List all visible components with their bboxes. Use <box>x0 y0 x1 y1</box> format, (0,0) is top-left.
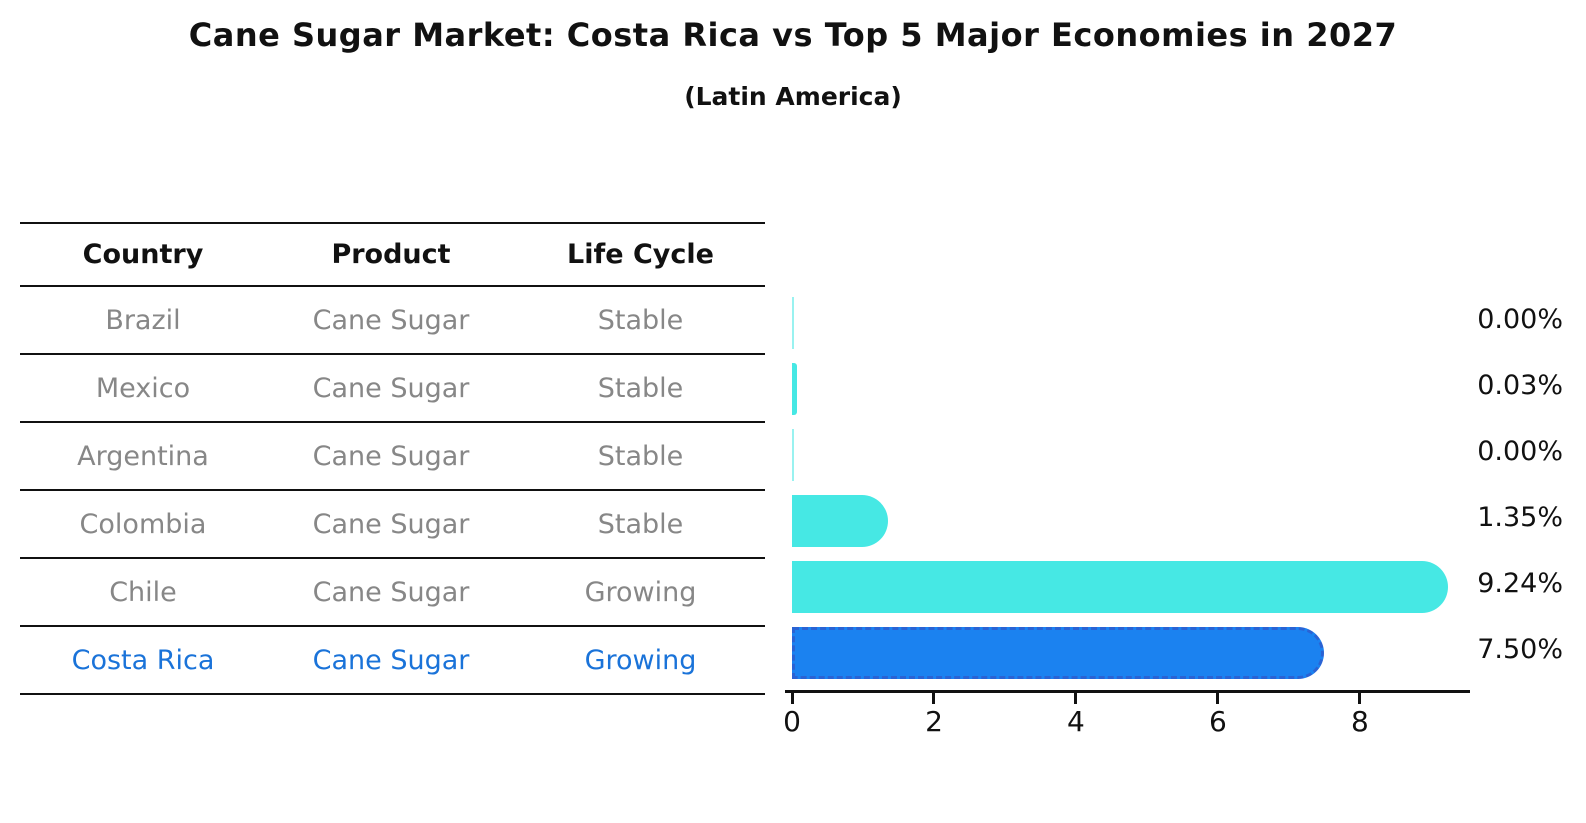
table-row: Mexico Cane Sugar Stable <box>20 355 765 423</box>
x-tick-mark <box>1074 693 1078 704</box>
cell-country: Mexico <box>95 372 191 404</box>
cell-product: Cane Sugar <box>312 576 470 608</box>
bar-plot: 0 2 4 6 8 <box>783 285 1470 738</box>
value-label-mexico: 0.03% <box>1477 370 1563 401</box>
chart-subtitle: (Latin America) <box>684 82 902 111</box>
table-header-row: Country Product Life Cycle <box>20 222 765 287</box>
cell-country: Colombia <box>79 508 207 540</box>
x-tick-mark <box>1358 693 1362 704</box>
country-table: Country Product Life Cycle Brazil Cane S… <box>20 222 765 695</box>
table-row: Chile Cane Sugar Growing <box>20 559 765 627</box>
value-label-chile: 9.24% <box>1477 568 1563 599</box>
cell-country: Argentina <box>77 440 209 472</box>
table-row: Brazil Cane Sugar Stable <box>20 287 765 355</box>
cell-country: Costa Rica <box>71 644 215 676</box>
x-tick-label: 4 <box>1067 705 1085 738</box>
column-header-country: Country <box>82 239 204 270</box>
table-row: Argentina Cane Sugar Stable <box>20 423 765 491</box>
x-tick-label: 6 <box>1209 705 1227 738</box>
cell-product: Cane Sugar <box>312 508 470 540</box>
cell-country: Chile <box>109 576 177 608</box>
value-label-argentina: 0.00% <box>1477 436 1563 467</box>
column-header-life-cycle: Life Cycle <box>567 239 714 270</box>
x-tick-label: 2 <box>925 705 943 738</box>
x-tick-mark <box>932 693 936 704</box>
table-body: Brazil Cane Sugar Stable Mexico Cane Sug… <box>20 287 765 695</box>
value-label-brazil: 0.00% <box>1477 304 1563 335</box>
cell-product: Cane Sugar <box>312 304 470 336</box>
cell-life-cycle: Stable <box>597 372 684 404</box>
bar-colombia <box>792 495 888 547</box>
chart-title: Cane Sugar Market: Costa Rica vs Top 5 M… <box>188 16 1398 54</box>
bar-chile <box>792 561 1448 613</box>
cell-product: Cane Sugar <box>312 372 470 404</box>
cell-life-cycle: Stable <box>597 440 684 472</box>
column-header-product: Product <box>331 239 451 270</box>
x-tick-mark <box>790 693 794 704</box>
x-tick-label: 0 <box>783 705 801 738</box>
bar-argentina <box>792 429 794 481</box>
table-row: Colombia Cane Sugar Stable <box>20 491 765 559</box>
cell-product: Cane Sugar <box>312 644 470 676</box>
cell-product: Cane Sugar <box>312 440 470 472</box>
bar-costa-rica <box>792 627 1325 679</box>
value-label-costa-rica: 7.50% <box>1477 634 1563 665</box>
x-tick-label: 8 <box>1351 705 1369 738</box>
cell-life-cycle: Growing <box>584 644 697 676</box>
bar-mexico <box>792 363 797 415</box>
x-axis-line <box>785 690 1470 693</box>
cell-life-cycle: Stable <box>597 304 684 336</box>
x-tick-mark <box>1216 693 1220 704</box>
value-label-colombia: 1.35% <box>1477 502 1563 533</box>
cell-life-cycle: Stable <box>597 508 684 540</box>
cell-life-cycle: Growing <box>584 576 697 608</box>
table-row: Costa Rica Cane Sugar Growing <box>20 627 765 695</box>
bar-brazil <box>792 297 794 349</box>
cell-country: Brazil <box>105 304 181 336</box>
